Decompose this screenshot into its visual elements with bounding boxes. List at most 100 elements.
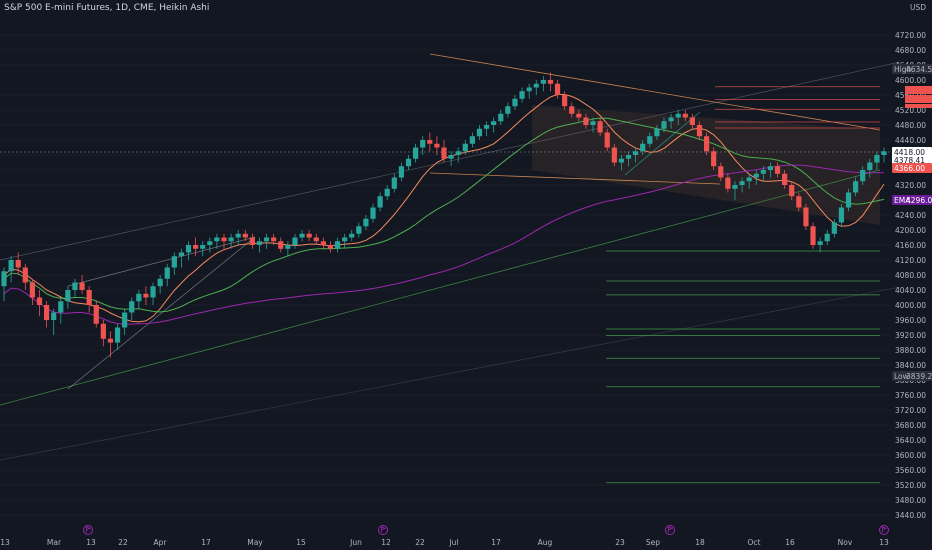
candle-body [65, 290, 71, 302]
ema-line [3, 164, 884, 325]
flag-shape [668, 526, 674, 533]
flag-icon [665, 525, 675, 535]
candle-body [647, 136, 653, 144]
price-tag-label: Low [894, 372, 909, 381]
candle-body [725, 177, 731, 189]
candle-body [796, 196, 802, 208]
time-tick-label: 23 [615, 538, 625, 547]
candle-body [853, 181, 859, 193]
candle-body [512, 98, 518, 107]
candle-body [334, 241, 341, 249]
price-tag-label: High [894, 65, 911, 74]
candle-body [874, 155, 880, 163]
candle-body [483, 125, 490, 129]
price-tag: 4366.00 [892, 163, 932, 173]
candle-body [739, 181, 745, 185]
candle-body [256, 241, 263, 245]
red-level-tag [905, 86, 932, 94]
candle-body [271, 237, 277, 242]
candle-body [597, 121, 603, 133]
flag-ring [83, 525, 93, 535]
channel-bottom-line [429, 172, 721, 185]
candle-body [377, 196, 383, 208]
price-tick-label: 3520.00 [895, 481, 926, 490]
time-tick-label: 13 [879, 538, 889, 547]
candle-body [867, 162, 873, 170]
candle-body [29, 282, 35, 298]
price-tick-label: 4040.00 [895, 286, 926, 295]
price-tags: High4634.50Low3839.25EMA4296.004418.0043… [892, 64, 932, 381]
price-tick-label: 4080.00 [895, 271, 926, 280]
candle-body [810, 226, 816, 245]
candle-body [824, 233, 830, 242]
event-flags [83, 525, 889, 535]
candle-body [703, 136, 710, 152]
candle-body [136, 293, 142, 302]
candle-body [831, 222, 837, 234]
candle-body [221, 237, 227, 242]
flag-shape [86, 526, 92, 533]
candle-body [476, 128, 483, 137]
candle-body [363, 218, 369, 227]
price-tag-bg [892, 147, 932, 157]
candle-body [150, 286, 156, 298]
time-tick-label: 18 [695, 538, 705, 547]
candle-body [342, 237, 348, 242]
time-axis[interactable]: 13 Mar 13 22 Apr 17 May 15 Jun 12 22 Jul 17 Aug 23 Sep 1… [0, 538, 889, 547]
candle-body [540, 80, 546, 84]
trendline-white-short [67, 236, 256, 390]
candle-body [668, 117, 674, 122]
price-tag-value: 4296.00 [906, 196, 932, 205]
candle-body [611, 147, 617, 163]
candle-body [22, 267, 28, 283]
candle-body [845, 192, 852, 208]
candle-body [526, 87, 532, 92]
candle-body [491, 121, 497, 125]
candle-body [320, 241, 326, 245]
time-tick-label: 17 [201, 538, 211, 547]
candle-body [554, 83, 561, 95]
candle-body [143, 293, 149, 298]
candle-body [285, 245, 291, 249]
candles [1, 72, 887, 358]
flag-icon [83, 525, 93, 535]
price-tick-label: 3720.00 [895, 406, 926, 415]
candle-body [767, 166, 774, 170]
candle-body [214, 237, 220, 242]
candle-body [711, 151, 717, 167]
candle-body [58, 301, 64, 313]
candle-body [682, 113, 688, 118]
candle-body [235, 233, 241, 238]
candle-body [469, 136, 475, 144]
price-tick-label: 3640.00 [895, 436, 926, 445]
price-tick-label: 4200.00 [895, 226, 926, 235]
flag-shape [381, 526, 387, 533]
candle-body [356, 226, 362, 234]
candle-body [242, 233, 248, 238]
price-tag-value: 4366.00 [894, 164, 925, 173]
candle-body [696, 125, 703, 137]
channel-top-line [429, 53, 881, 131]
price-tick-label: 4480.00 [895, 121, 926, 130]
price-tick-label: 3480.00 [895, 496, 926, 505]
price-tag-bg [892, 64, 932, 74]
candle-body [122, 312, 128, 328]
price-tick-label: 4440.00 [895, 136, 926, 145]
candle-body [782, 173, 788, 185]
currency-label[interactable]: USD [910, 3, 926, 12]
candle-body [157, 278, 163, 287]
candle-body [391, 177, 397, 189]
candle-body [51, 312, 57, 320]
candle-body [164, 267, 170, 279]
candle-body [114, 327, 121, 343]
candle-body [519, 91, 525, 99]
price-axis[interactable]: 4720.004680.004640.004600.004560.004520.… [895, 31, 926, 520]
price-tick-label: 4720.00 [895, 31, 926, 40]
candle-body [228, 237, 234, 242]
price-tick-label: 4520.00 [895, 106, 926, 115]
candle-body [207, 241, 213, 245]
time-tick-label: 22 [118, 538, 128, 547]
chart-title: S&P 500 E-mini Futures, 1D, CME, Heikin … [4, 3, 209, 13]
